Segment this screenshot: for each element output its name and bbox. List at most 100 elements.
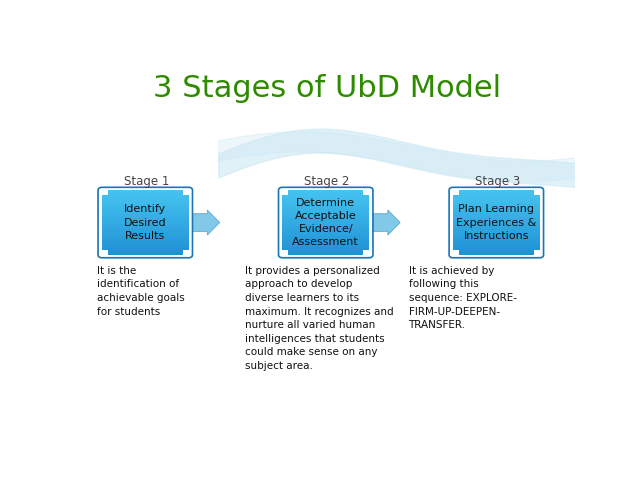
Bar [453, 253, 540, 255]
Bar [453, 234, 540, 236]
Bar [102, 194, 189, 195]
Bar [102, 202, 189, 203]
Bar [102, 253, 189, 255]
Bar [283, 195, 369, 197]
Text: It provides a personalized
approach to develop
diverse learners to its
maximum. : It provides a personalized approach to d… [246, 266, 394, 371]
Bar [283, 242, 369, 243]
Bar [283, 211, 369, 213]
Bar [182, 190, 189, 194]
Bar [102, 215, 189, 216]
Bar [102, 232, 189, 234]
Bar [283, 248, 369, 250]
Bar [283, 190, 288, 194]
Bar [453, 242, 540, 243]
Bar [453, 237, 540, 239]
Bar [283, 224, 369, 226]
Bar [102, 190, 189, 192]
Bar [283, 192, 369, 194]
Bar [453, 229, 540, 230]
Bar [102, 216, 189, 217]
Bar [102, 211, 189, 213]
Bar [102, 206, 189, 208]
Bar [453, 250, 540, 251]
Bar [453, 251, 459, 255]
Bar [453, 226, 540, 228]
Bar [453, 198, 540, 200]
Bar [453, 248, 540, 250]
Bar [283, 197, 369, 198]
Bar [102, 195, 189, 197]
Bar [283, 206, 369, 208]
Bar [102, 245, 189, 247]
Bar [102, 240, 189, 242]
Bar [453, 216, 540, 217]
Bar [283, 190, 369, 192]
Bar [453, 245, 540, 247]
Bar [283, 202, 369, 203]
Bar [102, 190, 108, 194]
Bar [283, 251, 288, 255]
Bar [453, 215, 540, 216]
Bar [453, 208, 540, 210]
Bar [453, 230, 540, 232]
Text: Stage 2: Stage 2 [304, 175, 350, 188]
Bar [102, 198, 189, 200]
Bar [102, 243, 189, 245]
Bar [453, 195, 540, 197]
Bar [102, 208, 189, 210]
Bar [283, 234, 369, 236]
Bar [283, 228, 369, 229]
Bar [453, 219, 540, 221]
Bar [283, 194, 369, 195]
Bar [283, 208, 369, 210]
Bar [283, 232, 369, 234]
Bar [283, 253, 369, 255]
Bar [283, 239, 369, 240]
Bar [283, 251, 369, 253]
Bar [102, 221, 189, 223]
Bar [283, 213, 369, 215]
Bar [453, 240, 540, 242]
Bar [453, 224, 540, 226]
Text: Plan Learning
Experiences &
Instructions: Plan Learning Experiences & Instructions [456, 205, 537, 241]
Bar [533, 190, 540, 194]
Bar [102, 205, 189, 206]
Bar [453, 192, 540, 194]
Bar [182, 251, 189, 255]
Bar [453, 200, 540, 202]
Text: Stage 3: Stage 3 [475, 175, 520, 188]
Bar [283, 205, 369, 206]
Bar [102, 251, 108, 255]
Bar [102, 226, 189, 228]
Text: Identify
Desired
Results: Identify Desired Results [124, 205, 167, 241]
Bar [453, 203, 540, 205]
Bar [102, 213, 189, 215]
Bar [453, 211, 540, 213]
Text: It is achieved by
following this
sequence: EXPLORE-
FIRM-UP-DEEPEN-
TRANSFER.: It is achieved by following this sequenc… [408, 266, 517, 330]
Bar [102, 217, 189, 219]
Bar [453, 232, 540, 234]
Bar [363, 190, 369, 194]
Bar [453, 190, 540, 192]
Bar [102, 251, 189, 253]
Bar [453, 251, 540, 253]
Bar [453, 236, 540, 237]
Bar [453, 206, 540, 208]
Bar [283, 223, 369, 224]
FancyArrow shape [373, 210, 400, 235]
Bar [102, 200, 189, 202]
Bar [453, 247, 540, 248]
Bar [283, 229, 369, 230]
Bar [453, 210, 540, 211]
Bar [283, 219, 369, 221]
Bar [283, 216, 369, 217]
Bar [102, 219, 189, 221]
Bar [453, 205, 540, 206]
Bar [283, 203, 369, 205]
Bar [102, 239, 189, 240]
Bar [102, 210, 189, 211]
Bar [102, 247, 189, 248]
Bar [102, 229, 189, 230]
Bar [453, 243, 540, 245]
Bar [102, 237, 189, 239]
